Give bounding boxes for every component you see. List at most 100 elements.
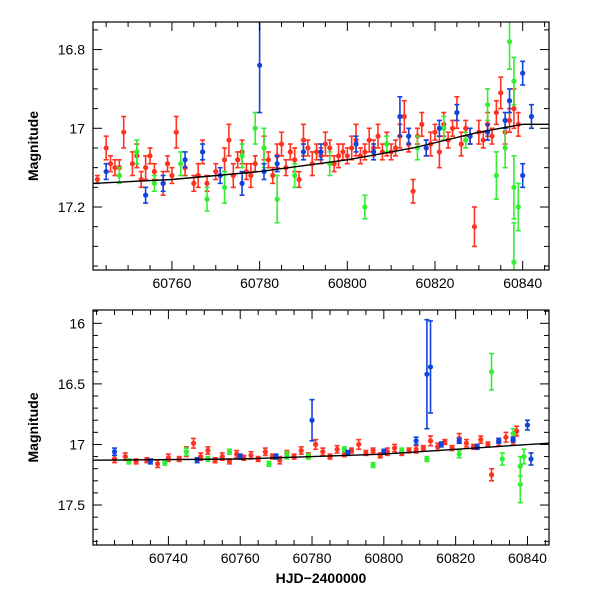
data-point <box>410 188 416 194</box>
red-point <box>94 174 100 185</box>
red-point <box>107 155 114 173</box>
red-point <box>420 444 426 452</box>
data-point <box>164 161 171 167</box>
data-point <box>270 172 276 179</box>
red-point <box>384 447 391 457</box>
red-point <box>478 435 484 445</box>
data-point <box>366 137 372 143</box>
data-point <box>406 133 412 139</box>
data-point <box>151 180 157 186</box>
data-point <box>274 196 280 202</box>
red-series <box>94 76 521 248</box>
red-point <box>262 447 268 457</box>
data-point <box>235 157 241 163</box>
data-point <box>362 149 368 155</box>
blue-point <box>318 143 324 161</box>
red-point <box>278 131 285 157</box>
data-point <box>213 168 219 175</box>
blue-point <box>413 436 419 446</box>
data-point <box>190 440 197 446</box>
data-point <box>221 184 228 190</box>
data-point <box>345 450 351 456</box>
x-tick-label: 60780 <box>240 275 279 291</box>
red-point <box>427 435 434 447</box>
data-point <box>221 157 228 163</box>
data-point <box>424 371 430 377</box>
data-point <box>322 141 328 147</box>
data-point <box>502 117 508 124</box>
blue-point <box>524 419 531 431</box>
data-point <box>441 125 447 131</box>
data-point <box>194 457 200 463</box>
data-point <box>252 125 258 131</box>
y-tick-label: 16.5 <box>58 376 85 392</box>
green-point <box>424 455 430 463</box>
data-point <box>528 113 535 120</box>
blue-point <box>239 170 245 197</box>
red-point <box>419 111 425 137</box>
red-point <box>173 115 179 149</box>
green-point <box>521 448 527 465</box>
blue-point <box>300 143 307 161</box>
green-point <box>370 461 376 469</box>
blue-series <box>103 22 535 204</box>
data-point <box>488 369 495 375</box>
data-point <box>265 157 271 163</box>
data-point <box>515 204 521 210</box>
green-point <box>488 352 495 391</box>
data-point <box>489 133 495 139</box>
red-point <box>357 147 364 165</box>
blue-point <box>353 135 359 153</box>
green-point <box>261 127 267 169</box>
top-panel: 60760 60780 60800 60820 60840 16.8 17 17.2 Magni… <box>25 21 550 291</box>
red-point <box>138 170 144 189</box>
red-point <box>458 131 464 157</box>
green-series <box>126 352 527 504</box>
x-tick-label: 60820 <box>416 275 455 291</box>
data-point <box>262 449 268 455</box>
data-point <box>200 149 206 155</box>
data-point <box>266 461 272 467</box>
data-point <box>300 149 307 155</box>
data-point <box>454 109 460 116</box>
red-point <box>111 454 118 464</box>
data-point <box>506 39 513 45</box>
green-point <box>183 447 189 457</box>
data-point <box>427 438 434 444</box>
data-point <box>480 137 486 143</box>
data-point <box>370 447 376 454</box>
green-point <box>116 166 122 185</box>
data-point <box>493 172 499 179</box>
red-point <box>410 178 416 204</box>
green-point <box>502 127 508 169</box>
data-point <box>155 461 161 467</box>
x-tick-label: 60840 <box>503 275 542 291</box>
data-point <box>506 98 513 104</box>
blue-point <box>200 143 206 161</box>
data-point <box>438 441 444 448</box>
green-point <box>221 170 228 204</box>
data-point <box>349 145 355 151</box>
red-point <box>392 443 398 453</box>
green-point <box>515 182 521 232</box>
blue-point <box>182 151 188 169</box>
data-point <box>520 172 526 179</box>
data-point <box>116 172 122 179</box>
data-point <box>413 446 419 452</box>
red-point <box>356 438 362 451</box>
blue-point <box>257 22 263 114</box>
blue-series <box>111 318 534 466</box>
data-point <box>399 447 405 454</box>
red-point <box>190 437 197 449</box>
plot-frame <box>92 309 550 546</box>
red-point <box>375 123 381 149</box>
green-point <box>456 449 462 459</box>
green-point <box>151 174 157 193</box>
red-point <box>413 444 419 454</box>
data-point <box>318 149 324 155</box>
data-point <box>212 457 218 463</box>
blue-point <box>111 447 118 457</box>
data-point <box>334 446 340 452</box>
data-point <box>143 192 149 198</box>
